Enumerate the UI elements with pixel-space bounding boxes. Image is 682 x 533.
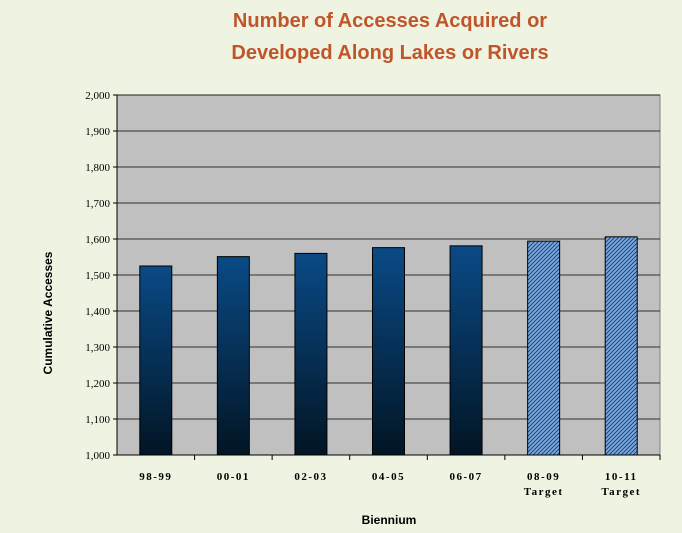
x-axis-label: Biennium [362, 513, 417, 527]
y-tick-label: 1,600 [85, 234, 110, 246]
x-tick-sublabel: Target [524, 486, 564, 498]
bar-98-99 [139, 265, 173, 456]
y-tick-label: 1,700 [85, 198, 110, 210]
x-tick-sublabel: Target [601, 486, 641, 498]
y-tick-label: 2,000 [85, 90, 110, 102]
bar-02-03 [294, 252, 328, 456]
x-tick-label: 06-07 [449, 471, 482, 483]
bar-06-07 [449, 245, 483, 456]
x-tick-label: 00-01 [217, 471, 250, 483]
bar-10-11 [604, 236, 638, 456]
bar-00-01 [216, 256, 250, 456]
y-axis-label: Cumulative Accesses [41, 251, 55, 374]
y-tick-label: 1,900 [85, 126, 110, 138]
x-tick-label: 98-99 [139, 471, 172, 483]
y-tick-label: 1,300 [85, 342, 110, 354]
bar-04-05 [372, 247, 405, 456]
y-tick-label: 1,100 [85, 414, 110, 426]
x-tick-label: 02-03 [294, 471, 327, 483]
y-axis-ticks: 1,000 1,100 1,200 1,300 1,400 1,500 1,600 1,700… [85, 90, 117, 462]
y-tick-label: 1,400 [85, 306, 110, 318]
x-tick-label: 10-11 [605, 471, 638, 483]
x-tick-label: 04-05 [372, 471, 405, 483]
y-tick-label: 1,800 [85, 162, 110, 174]
y-tick-label: 1,200 [85, 378, 110, 390]
x-axis-ticks: 98-99 00-01 02-03 04-05 06-07 08-09 Target 10-1… [113, 454, 661, 498]
bars [139, 236, 638, 456]
x-tick-label: 08-09 [527, 471, 560, 483]
bar-08-09 [527, 240, 561, 456]
y-tick-label: 1,000 [85, 450, 110, 462]
chart-title-line-2: Developed Along Lakes or Rivers [231, 42, 549, 64]
chart-title-line-1: Number of Accesses Acquired or [232, 10, 548, 32]
y-tick-label: 1,500 [85, 270, 110, 282]
